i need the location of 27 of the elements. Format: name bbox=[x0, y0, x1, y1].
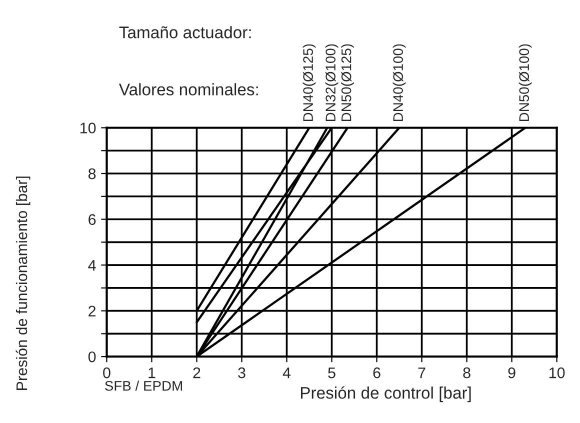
x-tick-label: 4 bbox=[282, 368, 291, 378]
y-tick-label: 10 bbox=[80, 122, 96, 134]
text: SFB / EPDM bbox=[105, 380, 182, 391]
y-tick-label: 6 bbox=[88, 214, 96, 225]
x-tick-label: 7 bbox=[418, 368, 426, 378]
x-tick-label: 3 bbox=[238, 367, 246, 378]
annotation: DN40(Ø100) bbox=[392, 44, 406, 122]
x-tick-label: 9 bbox=[508, 367, 516, 378]
x-tick-label: 0 bbox=[103, 367, 110, 378]
annotation: DN40(Ø125) bbox=[302, 44, 316, 122]
y-tick-label: 2 bbox=[88, 306, 96, 316]
text: Valores nominales: bbox=[118, 83, 258, 96]
annotation: DN50(Ø125) bbox=[341, 44, 354, 122]
x-axis-title: Presión de control [bar] bbox=[300, 386, 471, 402]
y-tick-label: 4 bbox=[88, 260, 96, 271]
annotation: DN32(Ø100) bbox=[325, 44, 338, 122]
x-tick-label: 6 bbox=[373, 367, 380, 378]
text: Tamaño actuador: bbox=[119, 26, 251, 38]
x-tick-label: 10 bbox=[549, 367, 565, 378]
y-tick-label: 8 bbox=[88, 168, 96, 180]
y-tick-label: 0 bbox=[88, 351, 96, 362]
y-axis-title: Presión de funcionamiento [bar] bbox=[16, 176, 30, 390]
x-tick-label: 5 bbox=[328, 368, 336, 378]
annotation: DN50(Ø100) bbox=[518, 44, 532, 122]
x-tick-label: 1 bbox=[148, 368, 156, 378]
x-tick-label: 2 bbox=[193, 367, 200, 378]
x-tick-label: 8 bbox=[463, 367, 470, 378]
